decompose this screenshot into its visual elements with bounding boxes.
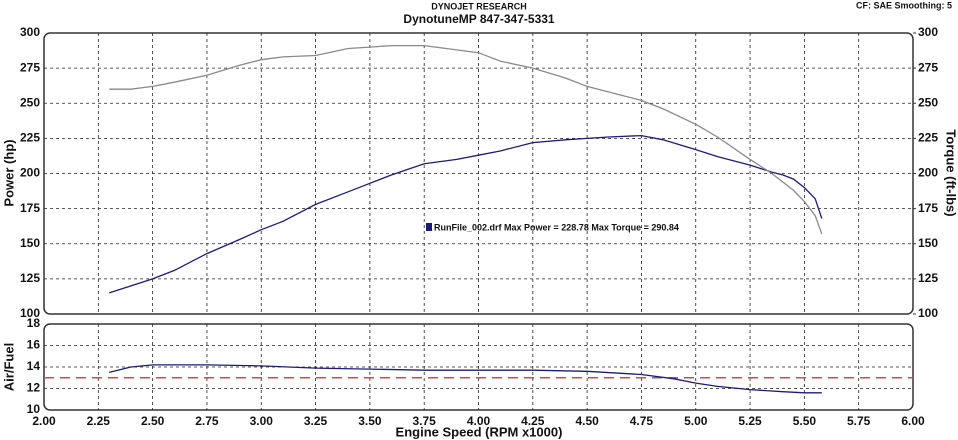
y-tick-label: 175 xyxy=(20,201,40,215)
x-tick-label: 3.25 xyxy=(304,414,328,428)
x-tick-label: 4.75 xyxy=(630,414,654,428)
x-tick-label: 5.00 xyxy=(684,414,708,428)
y-tick-label: 125 xyxy=(20,271,40,285)
y2-tick-label: 275 xyxy=(918,60,938,74)
y-tick-label: 18 xyxy=(27,316,41,330)
x-tick-label: 5.75 xyxy=(847,414,871,428)
x-tick-label: 2.50 xyxy=(141,414,165,428)
y2-tick-label: 175 xyxy=(918,201,938,215)
x-tick-label: 4.00 xyxy=(467,414,491,428)
y-tick-label: 150 xyxy=(20,236,40,250)
y2-tick-label: 125 xyxy=(918,271,938,285)
x-tick-label: 5.50 xyxy=(793,414,817,428)
annotation: RunFile_002.drf Max Power = 228.78 Max T… xyxy=(434,222,679,232)
y2-axis-label: Torque (ft-lbs) xyxy=(944,129,958,216)
y2-tick-label: 225 xyxy=(918,131,938,145)
corner-note: CF: SAE Smoothing: 5 xyxy=(856,0,952,10)
x-tick-label: 4.25 xyxy=(521,414,545,428)
x-tick-label: 3.75 xyxy=(413,414,437,428)
x-tick-label: 2.75 xyxy=(195,414,219,428)
af-axis-label: Air/Fuel xyxy=(1,343,16,391)
y-axis-label: Power (hp) xyxy=(1,139,16,206)
x-tick-label: 4.50 xyxy=(575,414,599,428)
x-tick-label: 3.50 xyxy=(358,414,382,428)
legend-icon xyxy=(426,223,432,231)
y-tick-label: 16 xyxy=(27,338,41,352)
series-line xyxy=(109,134,823,294)
x-axis-label: Engine Speed (RPM x1000) xyxy=(396,424,563,439)
y-tick-label: 14 xyxy=(27,359,41,373)
y-tick-label: 250 xyxy=(20,95,40,109)
y-tick-label: 12 xyxy=(27,381,41,395)
series-line xyxy=(109,44,823,235)
x-tick-label: 3.00 xyxy=(250,414,274,428)
x-tick-label: 5.25 xyxy=(738,414,762,428)
y2-tick-label: 300 xyxy=(918,25,938,39)
y2-tick-label: 100 xyxy=(918,306,938,320)
y2-tick-label: 150 xyxy=(918,236,938,250)
chart-subtitle: DynotuneMP 847-347-5331 xyxy=(403,12,555,26)
x-tick-label: 6.00 xyxy=(901,414,925,428)
y-tick-label: 300 xyxy=(20,25,40,39)
y-tick-label: 100 xyxy=(20,306,40,320)
y-tick-label: 10 xyxy=(27,402,41,416)
series-line xyxy=(109,364,822,394)
y2-tick-label: 250 xyxy=(918,95,938,109)
chart-title: DYNOJET RESEARCH xyxy=(431,1,527,11)
y-tick-label: 275 xyxy=(20,60,40,74)
x-tick-label: 2.00 xyxy=(32,414,56,428)
y2-tick-label: 200 xyxy=(918,166,938,180)
y-tick-label: 225 xyxy=(20,131,40,145)
y-tick-label: 200 xyxy=(20,166,40,180)
x-tick-label: 2.25 xyxy=(87,414,111,428)
